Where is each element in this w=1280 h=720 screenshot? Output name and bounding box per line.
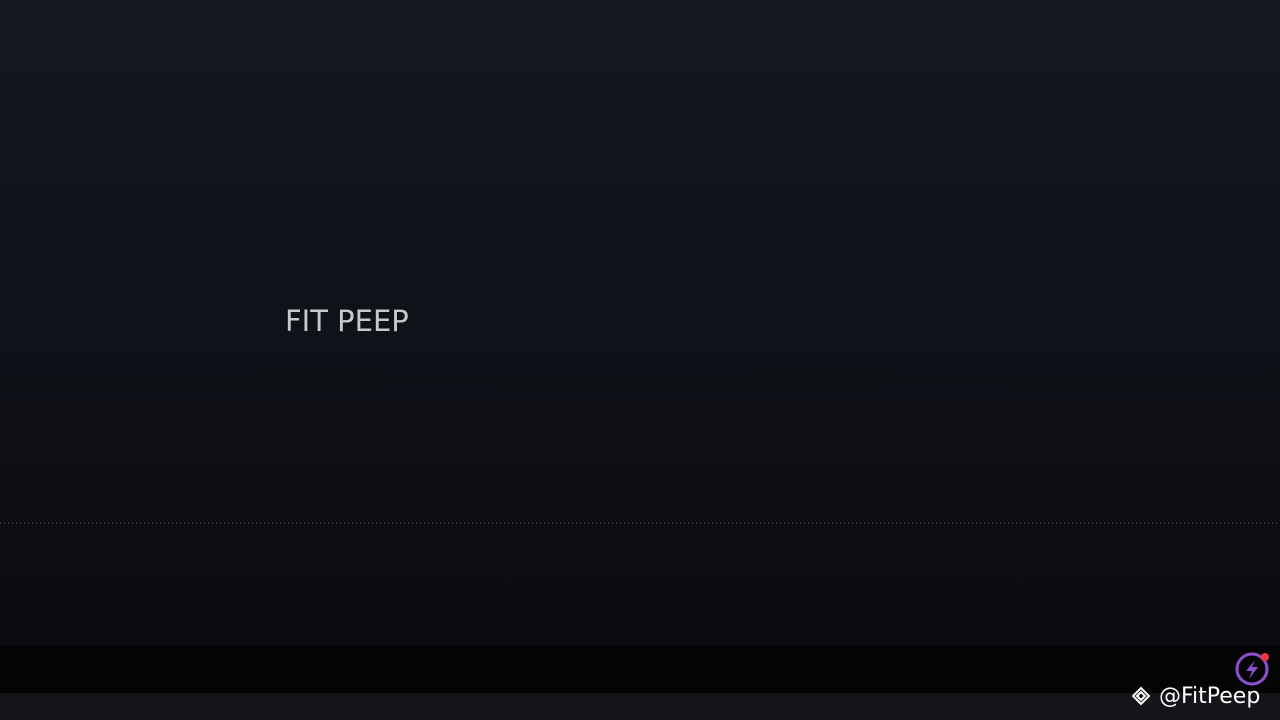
chart-background <box>0 0 1280 645</box>
gap-area <box>0 645 1280 693</box>
volume-pane <box>0 693 1280 720</box>
handle: @FitPeep <box>1159 684 1260 709</box>
watermark: FIT PEEP <box>285 304 409 338</box>
handle-icon <box>1131 686 1151 706</box>
logo-icon <box>1235 652 1269 686</box>
